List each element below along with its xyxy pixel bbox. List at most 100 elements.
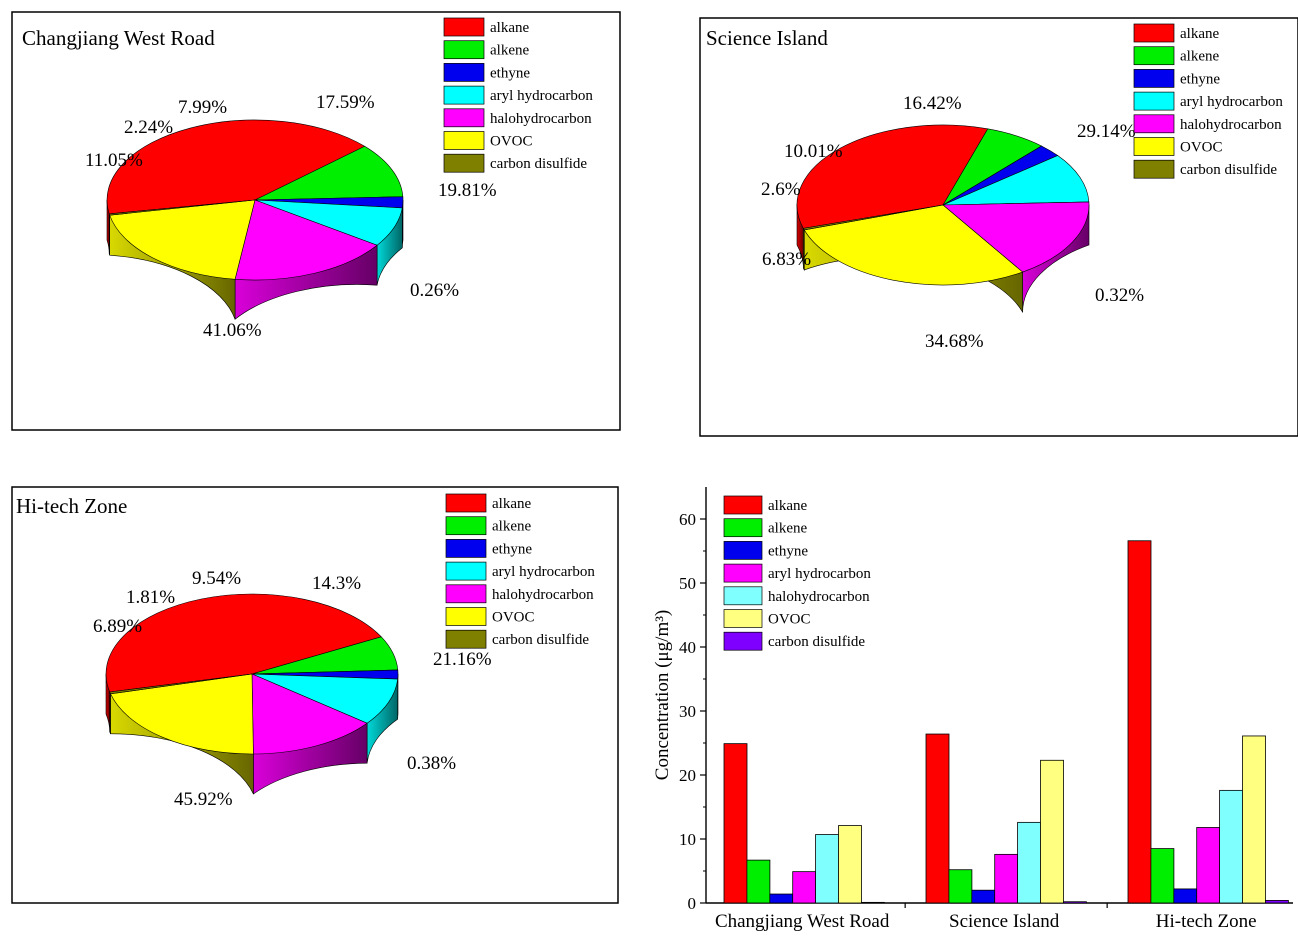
bar-science-island-carbon-disulfide bbox=[1063, 902, 1086, 903]
legend-label-aryl-hydrocarbon: aryl hydrocarbon bbox=[768, 566, 871, 582]
pie-label-alkene: 6.89% bbox=[93, 616, 142, 637]
legend-label-carbon-disulfide: carbon disulfide bbox=[768, 634, 865, 650]
legend-label-alkane: alkane bbox=[1180, 26, 1219, 42]
pie-label-aryl-hydrocarbon: 9.54% bbox=[192, 568, 241, 589]
legend-swatch-ovoc bbox=[724, 610, 762, 628]
pie-label-halohydrocarbon: 14.3% bbox=[312, 573, 361, 594]
pie-label-ethyne: 2.24% bbox=[124, 117, 173, 138]
pie-label-aryl-hydrocarbon: 7.99% bbox=[178, 97, 227, 118]
legend-label-alkene: alkene bbox=[492, 519, 531, 535]
chart-title: Changjiang West Road bbox=[22, 26, 215, 50]
pie-label-alkane: 34.68% bbox=[925, 331, 984, 352]
legend-label-carbon-disulfide: carbon disulfide bbox=[1180, 162, 1277, 178]
legend-swatch-alkane bbox=[444, 18, 484, 36]
legend-label-alkane: alkane bbox=[490, 20, 529, 36]
bar-changjiang-west-road-alkene bbox=[747, 860, 770, 903]
y-tick-label: 20 bbox=[679, 766, 696, 785]
bar-hi-tech-zone-halohydrocarbon bbox=[1220, 790, 1243, 903]
bar-changjiang-west-road-aryl-hydrocarbon bbox=[793, 872, 816, 903]
legend-swatch-alkene bbox=[1134, 47, 1174, 65]
pie-label-ethyne: 2.6% bbox=[761, 179, 801, 200]
legend-swatch-carbon-disulfide bbox=[724, 632, 762, 650]
legend-label-alkene: alkene bbox=[1180, 49, 1219, 65]
legend-swatch-carbon-disulfide bbox=[1134, 160, 1174, 178]
pie-side-carbon-disulfide bbox=[110, 692, 111, 734]
legend-label-alkane: alkane bbox=[492, 496, 531, 512]
legend-swatch-alkane bbox=[446, 494, 486, 512]
pie-label-alkane: 41.06% bbox=[203, 320, 262, 341]
pie-label-halohydrocarbon: 16.42% bbox=[903, 93, 962, 114]
legend-label-alkene: alkene bbox=[490, 43, 529, 59]
legend-swatch-alkane bbox=[1134, 24, 1174, 42]
bar-hi-tech-zone-alkene bbox=[1151, 849, 1174, 903]
legend-label-ethyne: ethyne bbox=[492, 541, 532, 557]
legend-swatch-halohydrocarbon bbox=[724, 587, 762, 605]
legend-swatch-ethyne bbox=[1134, 69, 1174, 87]
chart-title: Hi-tech Zone bbox=[16, 494, 127, 518]
legend-swatch-alkene bbox=[724, 519, 762, 537]
legend-label-ovoc: OVOC bbox=[490, 134, 533, 150]
legend-swatch-aryl-hydrocarbon bbox=[446, 562, 486, 580]
x-tick-label: Hi-tech Zone bbox=[1156, 911, 1257, 931]
x-tick-label: Changjiang West Road bbox=[715, 911, 890, 931]
legend-label-carbon-disulfide: carbon disulfide bbox=[492, 632, 589, 648]
legend-swatch-ethyne bbox=[444, 63, 484, 81]
legend-label-aryl-hydrocarbon: aryl hydrocarbon bbox=[1180, 94, 1283, 110]
pie-label-carbon-disulfide: 0.26% bbox=[410, 280, 459, 301]
bar-changjiang-west-road-ovoc bbox=[839, 826, 862, 903]
legend-label-ovoc: OVOC bbox=[492, 610, 535, 626]
pie-label-aryl-hydrocarbon: 10.01% bbox=[784, 141, 843, 162]
pie-label-carbon-disulfide: 0.38% bbox=[407, 753, 456, 774]
legend-swatch-ovoc bbox=[1134, 138, 1174, 156]
bar-changjiang-west-road-ethyne bbox=[770, 894, 793, 903]
pie-label-ovoc: 29.14% bbox=[1077, 121, 1136, 142]
y-tick-label: 0 bbox=[688, 894, 697, 913]
y-tick-label: 50 bbox=[679, 574, 696, 593]
pie-label-ovoc: 19.81% bbox=[438, 180, 497, 201]
bar-hi-tech-zone-ovoc bbox=[1243, 736, 1266, 903]
legend-swatch-carbon-disulfide bbox=[446, 630, 486, 648]
bar-changjiang-west-road-carbon-disulfide bbox=[861, 902, 884, 903]
y-tick-label: 40 bbox=[679, 638, 696, 657]
legend-label-ethyne: ethyne bbox=[1180, 71, 1220, 87]
legend-swatch-alkene bbox=[444, 41, 484, 59]
legend-swatch-ovoc bbox=[444, 132, 484, 150]
legend-swatch-aryl-hydrocarbon bbox=[1134, 92, 1174, 110]
pie-label-carbon-disulfide: 0.32% bbox=[1095, 285, 1144, 306]
pie-label-alkane: 45.92% bbox=[174, 789, 233, 810]
legend-swatch-carbon-disulfide bbox=[444, 154, 484, 172]
legend-swatch-alkene bbox=[446, 517, 486, 535]
legend-label-ethyne: ethyne bbox=[490, 65, 530, 81]
bar-changjiang-west-road-alkane bbox=[724, 744, 747, 903]
y-axis-label: Concentration (μg/m³) bbox=[652, 610, 673, 780]
bar-science-island-alkene bbox=[949, 870, 972, 903]
pie-label-halohydrocarbon: 17.59% bbox=[316, 92, 375, 113]
bar-science-island-alkane bbox=[926, 734, 949, 903]
legend-swatch-ethyne bbox=[446, 539, 486, 557]
pie-label-alkene: 6.83% bbox=[762, 249, 811, 270]
legend-label-halohydrocarbon: halohydrocarbon bbox=[492, 587, 594, 603]
legend-swatch-halohydrocarbon bbox=[446, 585, 486, 603]
chart-title: Science Island bbox=[706, 26, 828, 50]
legend-label-halohydrocarbon: halohydrocarbon bbox=[490, 111, 592, 127]
legend-label-alkene: alkene bbox=[768, 521, 807, 537]
legend-swatch-ethyne bbox=[724, 541, 762, 559]
pie-chart-changjiang: Changjiang West Road 41.06% 11.05% 2.24%7.9… bbox=[12, 12, 620, 430]
y-tick-label: 10 bbox=[679, 830, 696, 849]
bar-hi-tech-zone-ethyne bbox=[1174, 889, 1197, 903]
legend-label-aryl-hydrocarbon: aryl hydrocarbon bbox=[490, 88, 593, 104]
legend-swatch-alkane bbox=[724, 496, 762, 514]
pie-label-alkene: 11.05% bbox=[85, 150, 143, 171]
legend-label-carbon-disulfide: carbon disulfide bbox=[490, 156, 587, 172]
legend-swatch-halohydrocarbon bbox=[1134, 115, 1174, 133]
bar-hi-tech-zone-alkane bbox=[1128, 541, 1151, 903]
legend-swatch-aryl-hydrocarbon bbox=[444, 86, 484, 104]
legend-label-ovoc: OVOC bbox=[768, 612, 811, 628]
legend-swatch-ovoc bbox=[446, 608, 486, 626]
pie-chart-science-island: Science Island 34.68% 6.83% 2.6% 10.01% 16.42… bbox=[700, 18, 1298, 436]
legend-label-aryl-hydrocarbon: aryl hydrocarbon bbox=[492, 564, 595, 580]
bar-hi-tech-zone-aryl-hydrocarbon bbox=[1197, 827, 1220, 903]
y-tick-label: 60 bbox=[679, 510, 696, 529]
